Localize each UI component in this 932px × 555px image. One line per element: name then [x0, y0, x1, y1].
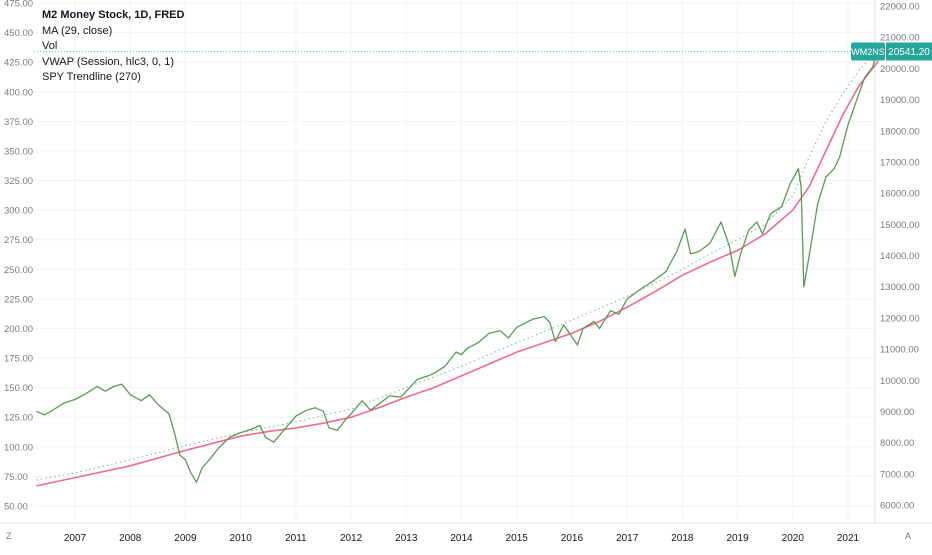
right-axis-tick-label: 22000.00	[880, 2, 920, 13]
right-axis-tick-label: 13000.00	[880, 282, 920, 293]
left-axis-tick-label: 150.00	[4, 383, 33, 394]
left-axis-tick-label: 75.00	[4, 472, 28, 483]
left-axis-tick-label: 275.00	[4, 235, 33, 246]
x-axis-tick-label: 2018	[671, 533, 694, 544]
legend-vol[interactable]: Vol	[42, 40, 58, 52]
left-axis-tick-label: 250.00	[4, 265, 33, 276]
right-axis-tick-label: 20000.00	[880, 64, 920, 75]
right-axis-tick-label: 15000.00	[880, 220, 920, 231]
left-axis-tick-label: 100.00	[4, 442, 33, 453]
left-axis-tick-label: 475.00	[4, 0, 33, 10]
x-axis-tick-label: 2015	[506, 533, 529, 544]
left-axis-tick-label: 300.00	[4, 206, 33, 217]
auto-scale-button[interactable]: A	[905, 531, 912, 541]
legend-vwap[interactable]: VWAP (Session, hlc3, 0, 1)	[42, 55, 175, 68]
timezone-button[interactable]: Z	[6, 531, 12, 541]
legend-title[interactable]: M2 Money Stock, 1D, FRED	[42, 9, 185, 21]
left-axis-tick-label: 450.00	[4, 28, 33, 39]
price-tag[interactable]	[886, 42, 932, 61]
price-tag-label: 20541.20	[888, 47, 930, 58]
x-axis-tick-label: 2012	[340, 533, 363, 544]
left-axis-tick-label: 50.00	[4, 502, 28, 513]
x-axis-tick-label: 2019	[726, 533, 749, 544]
x-axis-tick-label: 2014	[450, 533, 473, 544]
price-series-line[interactable]	[36, 46, 880, 483]
x-axis-tick-label: 2013	[395, 533, 418, 544]
left-axis-tick-label: 350.00	[4, 146, 33, 157]
x-axis-tick-label: 2020	[782, 533, 805, 544]
chart-legend: M2 Money Stock, 1D, FRED MA (29, close) …	[42, 8, 184, 86]
legend-trendline[interactable]: SPY Trendline (270)	[42, 71, 141, 83]
right-axis-tick-label: 11000.00	[880, 345, 919, 356]
right-axis-tick-label: 7000.00	[880, 469, 914, 480]
left-axis-tick-label: 200.00	[4, 324, 33, 335]
left-axis-tick-label: 325.00	[4, 176, 33, 187]
right-axis-tick-label: 18000.00	[880, 126, 920, 137]
left-axis-tick-label: 125.00	[4, 413, 33, 424]
right-axis-tick-label: 16000.00	[880, 189, 920, 200]
x-axis-tick-label: 2007	[64, 533, 87, 544]
x-axis-tick-label: 2009	[174, 533, 197, 544]
x-axis-tick-label: 2017	[616, 533, 639, 544]
right-axis-tick-label: 10000.00	[880, 376, 920, 387]
symbol-tag[interactable]	[851, 42, 885, 61]
left-axis-tick-label: 175.00	[4, 354, 33, 365]
right-axis-tick-label: 19000.00	[880, 95, 920, 106]
right-axis-tick-label: 6000.00	[880, 501, 914, 512]
right-axis-tick-label: 17000.00	[880, 157, 920, 168]
right-axis-tick-label: 12000.00	[880, 313, 920, 324]
vwap-series-line[interactable]	[36, 48, 879, 481]
x-axis-tick-label: 2016	[561, 533, 584, 544]
left-axis-tick-label: 425.00	[4, 58, 33, 69]
x-axis-tick-label: 2021	[837, 533, 860, 544]
right-axis-tick-label: 9000.00	[880, 407, 914, 418]
left-axis-tick-label: 225.00	[4, 294, 33, 305]
x-axis-tick-label: 2010	[230, 533, 253, 544]
left-axis-tick-label: 400.00	[4, 87, 33, 98]
symbol-tag-label: WM2NS	[851, 47, 885, 57]
right-axis-tick-label: 21000.00	[880, 33, 920, 44]
left-axis-tick-label: 375.00	[4, 117, 33, 128]
right-axis-tick-label: 14000.00	[880, 251, 920, 262]
right-axis-tick-label: 8000.00	[880, 438, 914, 449]
x-axis-tick-label: 2008	[119, 533, 142, 544]
x-axis-tick-label: 2011	[285, 533, 307, 544]
legend-ma[interactable]: MA (29, close)	[42, 24, 113, 37]
